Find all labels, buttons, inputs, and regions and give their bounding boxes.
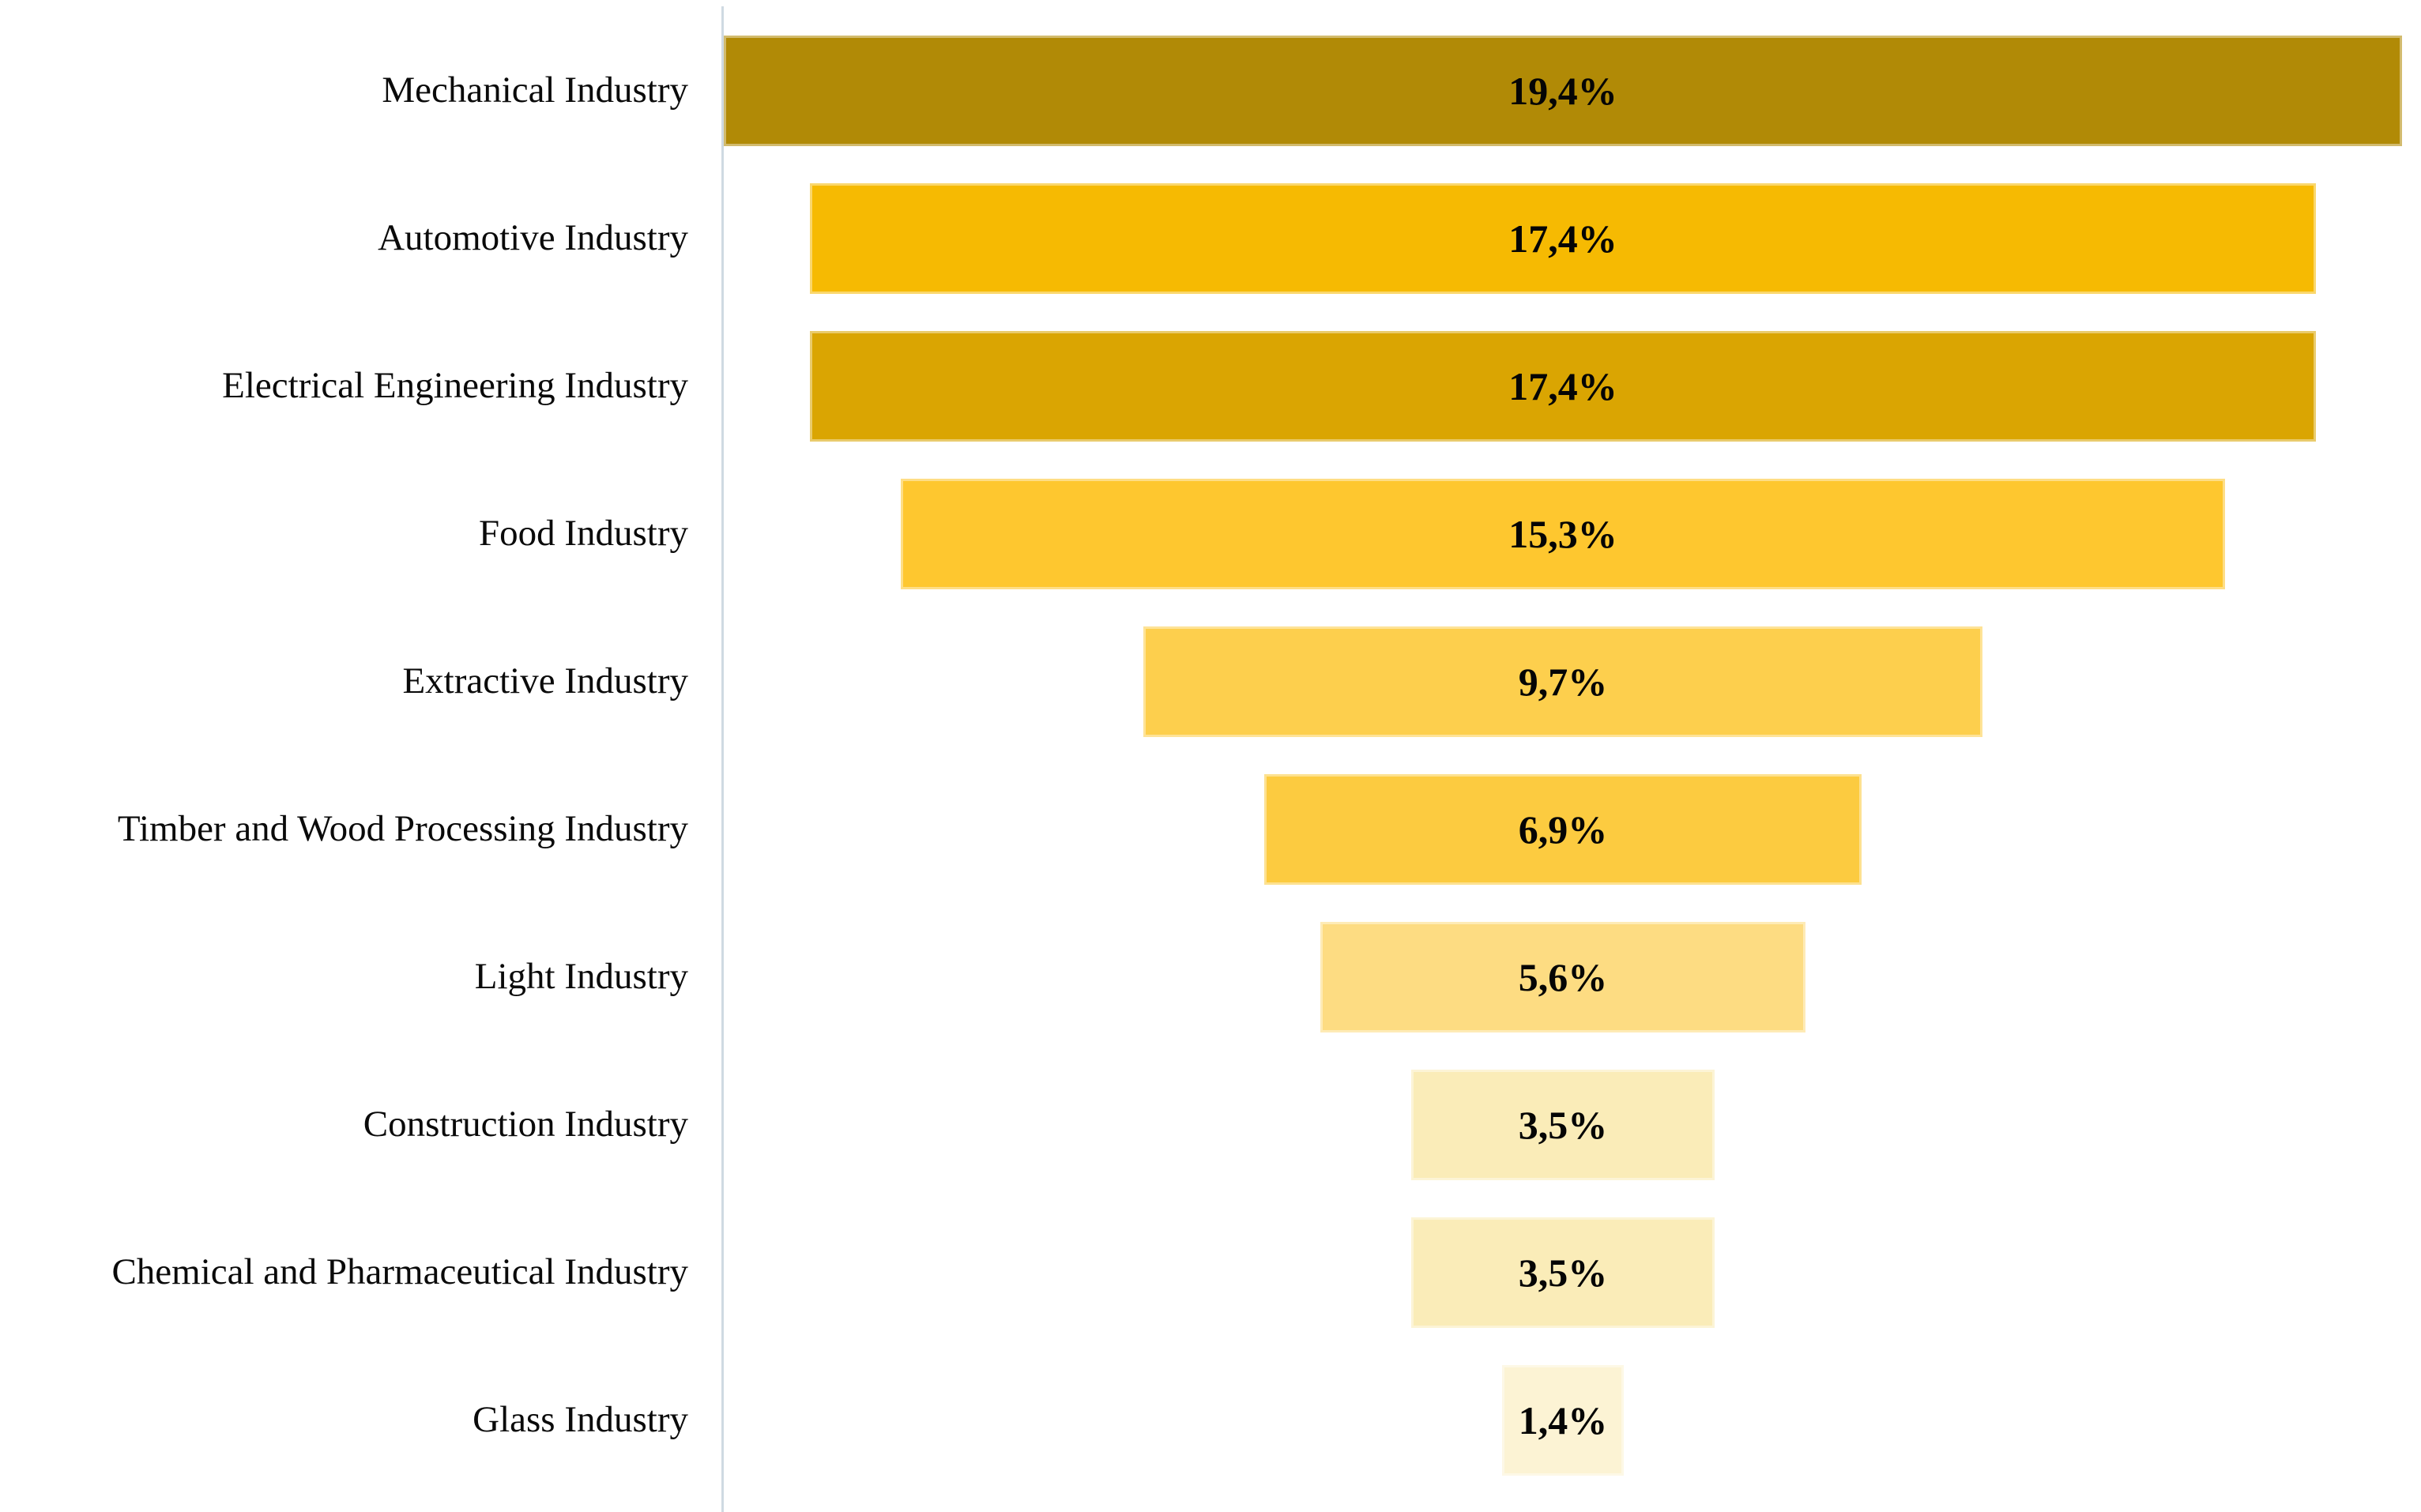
funnel-row: Food Industry 15,3% [0, 460, 2421, 607]
funnel-bar: 17,4% [810, 182, 2316, 294]
bar-value-label: 17,4% [1508, 216, 1617, 261]
category-label: Construction Industry [363, 1104, 688, 1145]
category-label: Light Industry [474, 956, 688, 998]
bar-value-label: 19,4% [1508, 68, 1617, 113]
funnel-row: Construction Industry 3,5% [0, 1051, 2421, 1198]
plot-cell: 9,7% [724, 607, 2402, 755]
bar-value-label: 1,4% [1518, 1397, 1608, 1442]
plot-cell: 17,4% [724, 312, 2402, 460]
bar-value-label: 5,6% [1518, 954, 1608, 999]
funnel-bar: 15,3% [901, 478, 2225, 589]
funnel-bar: 9,7% [1143, 626, 1982, 737]
category-label: Automotive Industry [378, 217, 688, 259]
funnel-rows: Mechanical Industry 19,4% Automotive Ind… [0, 17, 2421, 1494]
category-label: Food Industry [478, 513, 688, 555]
bar-value-label: 3,5% [1518, 1250, 1608, 1295]
funnel-row: Extractive Industry 9,7% [0, 607, 2421, 755]
plot-cell: 6,9% [724, 755, 2402, 903]
funnel-bar: 17,4% [810, 330, 2316, 442]
bar-value-label: 3,5% [1518, 1102, 1608, 1147]
funnel-row: Automotive Industry 17,4% [0, 164, 2421, 312]
plot-cell: 17,4% [724, 164, 2402, 312]
funnel-bar: 19,4% [724, 35, 2402, 146]
funnel-bar: 3,5% [1411, 1069, 1715, 1180]
funnel-bar: 5,6% [1320, 921, 1805, 1032]
funnel-bar: 6,9% [1264, 773, 1862, 885]
category-label: Electrical Engineering Industry [222, 365, 688, 407]
funnel-row: Electrical Engineering Industry 17,4% [0, 312, 2421, 460]
bar-value-label: 15,3% [1508, 511, 1617, 556]
category-label: Extractive Industry [402, 660, 688, 702]
plot-cell: 5,6% [724, 903, 2402, 1051]
bar-value-label: 6,9% [1518, 807, 1608, 852]
plot-cell: 19,4% [724, 17, 2402, 164]
funnel-row: Glass Industry 1,4% [0, 1346, 2421, 1494]
category-label: Glass Industry [473, 1399, 688, 1441]
category-axis-line [721, 6, 724, 1512]
funnel-bar: 3,5% [1411, 1217, 1715, 1328]
funnel-row: Chemical and Pharmaceutical Industry 3,5… [0, 1198, 2421, 1346]
bar-value-label: 9,7% [1518, 659, 1608, 704]
category-label: Mechanical Industry [382, 70, 688, 111]
plot-cell: 3,5% [724, 1051, 2402, 1198]
bar-value-label: 17,4% [1508, 363, 1617, 408]
plot-cell: 15,3% [724, 460, 2402, 607]
plot-cell: 1,4% [724, 1346, 2402, 1494]
category-label: Chemical and Pharmaceutical Industry [111, 1251, 688, 1293]
funnel-row: Timber and Wood Processing Industry 6,9% [0, 755, 2421, 903]
category-label: Timber and Wood Processing Industry [117, 808, 688, 850]
funnel-row: Light Industry 5,6% [0, 903, 2421, 1051]
funnel-row: Mechanical Industry 19,4% [0, 17, 2421, 164]
plot-cell: 3,5% [724, 1198, 2402, 1346]
funnel-bar: 1,4% [1502, 1364, 1624, 1476]
